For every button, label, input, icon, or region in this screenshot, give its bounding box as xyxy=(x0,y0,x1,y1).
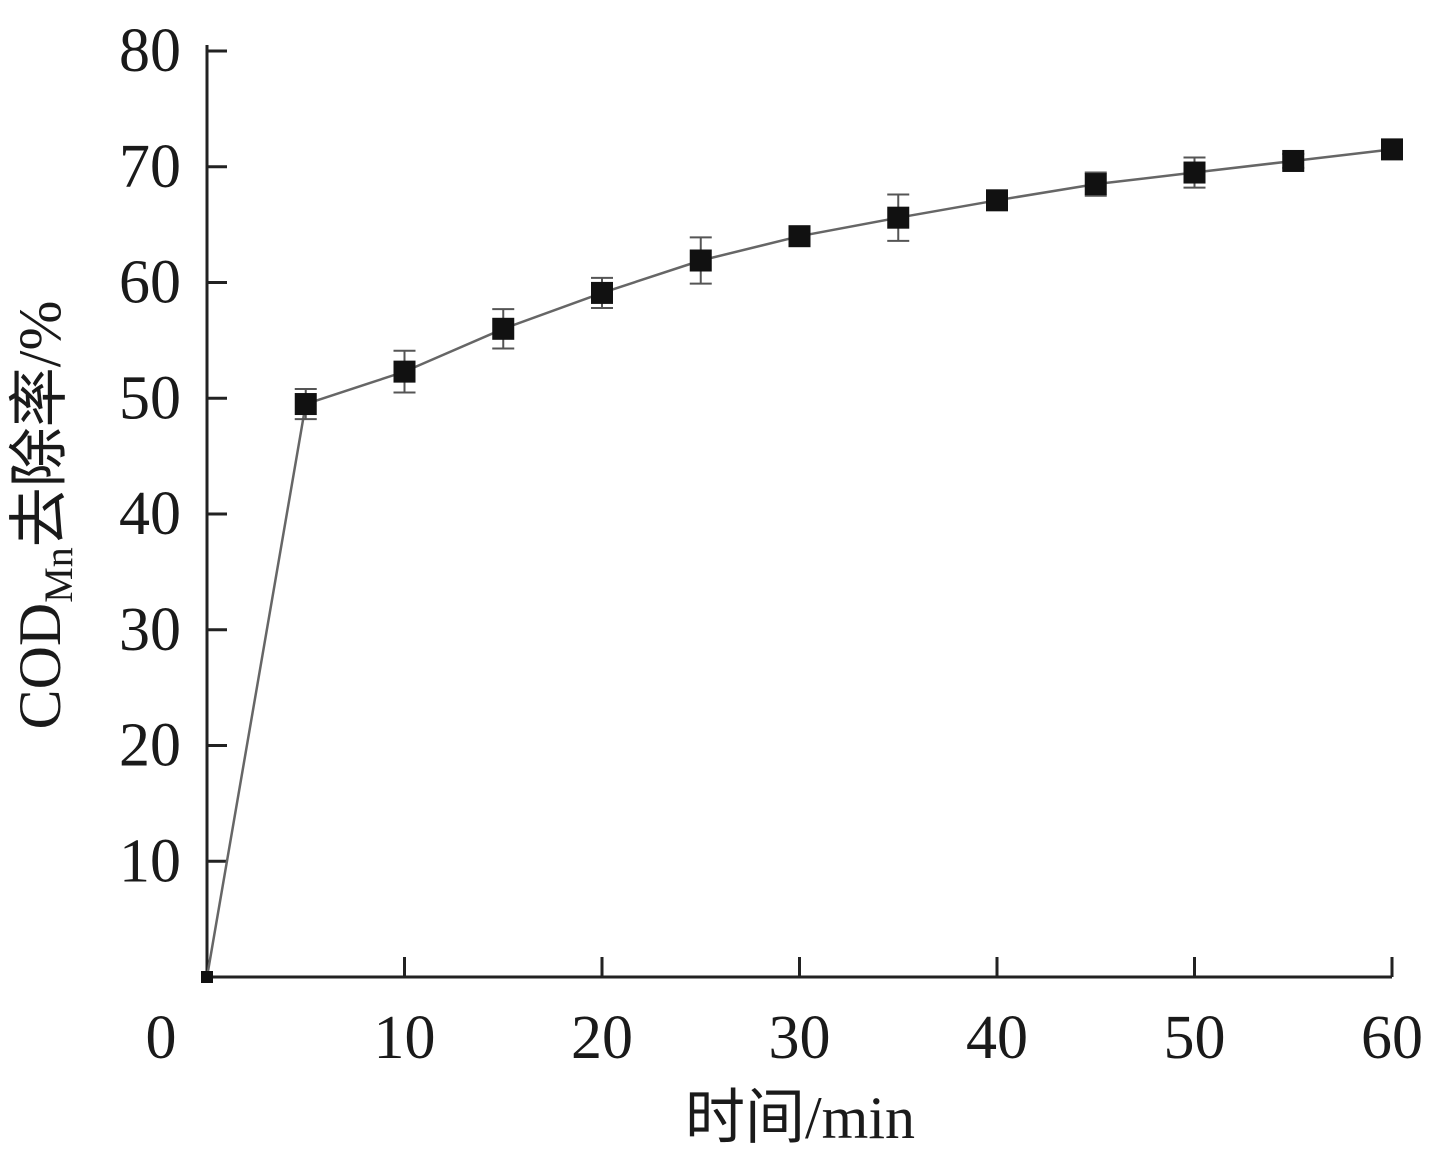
x-tick-label: 20 xyxy=(571,1004,633,1072)
axes: 10 20 30 40 50 60 70 80 0 10 20 30 40 50 60 xyxy=(119,17,1423,1072)
y-tick-label: 60 xyxy=(119,249,181,317)
x-tick-label: 60 xyxy=(1361,1004,1423,1072)
data-point-marker xyxy=(887,206,910,229)
x-axis-title: 时间/min xyxy=(685,1085,915,1151)
y-tick-label: 10 xyxy=(119,827,181,895)
data-point-marker xyxy=(1183,161,1206,184)
y-tick-label: 50 xyxy=(119,364,181,432)
x-tick-label: 40 xyxy=(966,1004,1028,1072)
y-axis-title-prefix: COD xyxy=(7,603,73,730)
data-point-marker xyxy=(689,249,712,272)
data-point-marker xyxy=(591,281,613,304)
y-axis-title-subscript: Mn xyxy=(36,547,81,603)
data-point-marker xyxy=(1084,173,1107,196)
y-tick-label: 40 xyxy=(119,480,181,548)
y-axis-title-suffix: 去除率/% xyxy=(7,301,73,548)
series-group xyxy=(201,138,1403,983)
x-tick-label: 10 xyxy=(374,1004,436,1072)
data-point-marker xyxy=(492,317,515,340)
series-line xyxy=(205,148,1393,978)
y-axis-title: CODMn去除率/% xyxy=(7,301,81,730)
y-tick-label: 70 xyxy=(119,133,181,201)
x-tick-label: 50 xyxy=(1164,1004,1226,1072)
data-point-marker xyxy=(201,971,213,983)
data-point-marker xyxy=(1282,149,1305,172)
y-tick-label: 80 xyxy=(119,17,181,85)
data-point-marker xyxy=(788,225,811,248)
x-tick-label: 0 xyxy=(146,1004,177,1072)
data-point-marker xyxy=(986,189,1008,212)
x-tick-label: 30 xyxy=(769,1004,831,1072)
data-point-marker xyxy=(1381,138,1403,161)
y-tick-label: 20 xyxy=(119,712,181,780)
data-point-marker xyxy=(393,360,416,383)
data-point-marker xyxy=(294,393,317,416)
y-tick-label: 30 xyxy=(119,596,181,664)
